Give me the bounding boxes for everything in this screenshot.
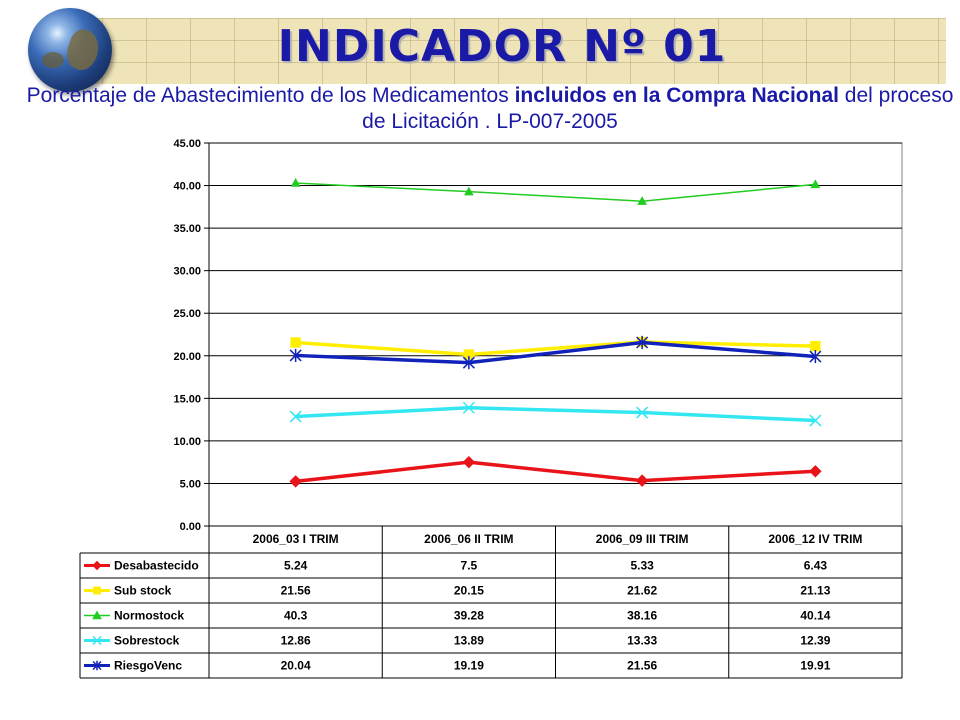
legend-key-marker [92,660,102,671]
data-point [636,406,649,419]
table-value: 39.28 [454,609,484,623]
data-point [462,401,475,414]
legend-label: Desabastecido [114,559,199,573]
data-point [809,349,822,364]
data-point [462,455,476,469]
category-label: 2006_09 III TRIM [596,532,689,546]
table-value: 13.33 [627,634,657,648]
category-label: 2006_06 II TRIM [424,532,513,546]
data-point [809,465,822,478]
y-tick-label: 0.00 [180,521,201,533]
legend-label: Normostock [114,609,184,623]
category-label: 2006_03 I TRIM [253,532,339,546]
data-point [809,414,822,427]
series-line-riesgovenc [295,340,816,365]
legend-key-marker [92,610,102,620]
category-label: 2006_12 IV TRIM [768,532,862,546]
series-line-normostock [295,182,816,202]
table-value: 6.43 [804,559,828,573]
table-value: 5.33 [630,559,654,573]
table-value: 21.13 [800,584,830,598]
table-value: 12.39 [800,634,830,648]
y-tick-label: 35.00 [173,223,201,235]
table-value: 19.91 [800,659,830,673]
subtitle-part-3: del proceso de Licitación . LP-007-2005 [362,84,954,133]
table-value: 19.19 [454,659,484,673]
y-tick-label: 20.00 [173,351,201,363]
page-title: INDICADOR Nº 01 [277,21,727,72]
table-value: 12.86 [281,634,311,648]
table-value: 21.56 [627,659,657,673]
y-tick-label: 25.00 [173,308,201,320]
plot-area [208,142,903,527]
legend-key-marker [92,560,102,571]
series-line-desabastecido [295,460,816,484]
data-point [289,475,302,488]
legend-label: Sobrestock [114,634,180,648]
subtitle-part-2: incluidos en la Compra Nacional [514,84,839,107]
legend-label: Sub stock [114,584,172,598]
table-value: 20.04 [281,659,311,673]
y-tick-label: 5.00 [180,478,201,490]
chart-subtitle: Porcentaje de Abastecimiento de los Medi… [20,83,960,135]
table-value: 40.3 [284,609,308,623]
data-point [289,348,302,363]
y-tick-label: 45.00 [173,138,201,150]
y-tick-label: 30.00 [173,266,201,278]
series-line-sub-stock [295,340,816,357]
table-value: 7.5 [461,559,478,573]
table-value: 40.14 [800,609,830,623]
title-banner [58,18,946,84]
data-point [810,340,821,352]
data-point [637,196,647,205]
y-tick-label: 10.00 [173,436,201,448]
data-point [290,177,301,187]
y-tick-label: 40.00 [173,181,201,193]
legend-label: RiesgoVenc [114,659,182,673]
table-value: 13.89 [454,634,484,648]
globe-logo [28,8,112,92]
data-point [636,335,649,350]
data-point [810,179,821,189]
table-value: 38.16 [627,609,657,623]
legend-key-marker [93,586,101,595]
data-point [290,337,301,348]
data-point [289,410,302,423]
table-value: 5.24 [284,559,308,573]
table-value: 20.15 [454,584,484,598]
y-tick-label: 15.00 [173,393,201,405]
subtitle-part-1: Porcentaje de Abastecimiento de los Medi… [26,84,515,107]
table-value: 21.62 [627,584,657,598]
data-point [464,186,474,196]
data-point [635,474,649,487]
legend-key-marker [92,635,102,646]
table-value: 21.56 [281,584,311,598]
series-line-sobrestock [295,406,816,423]
data-point [462,356,475,370]
